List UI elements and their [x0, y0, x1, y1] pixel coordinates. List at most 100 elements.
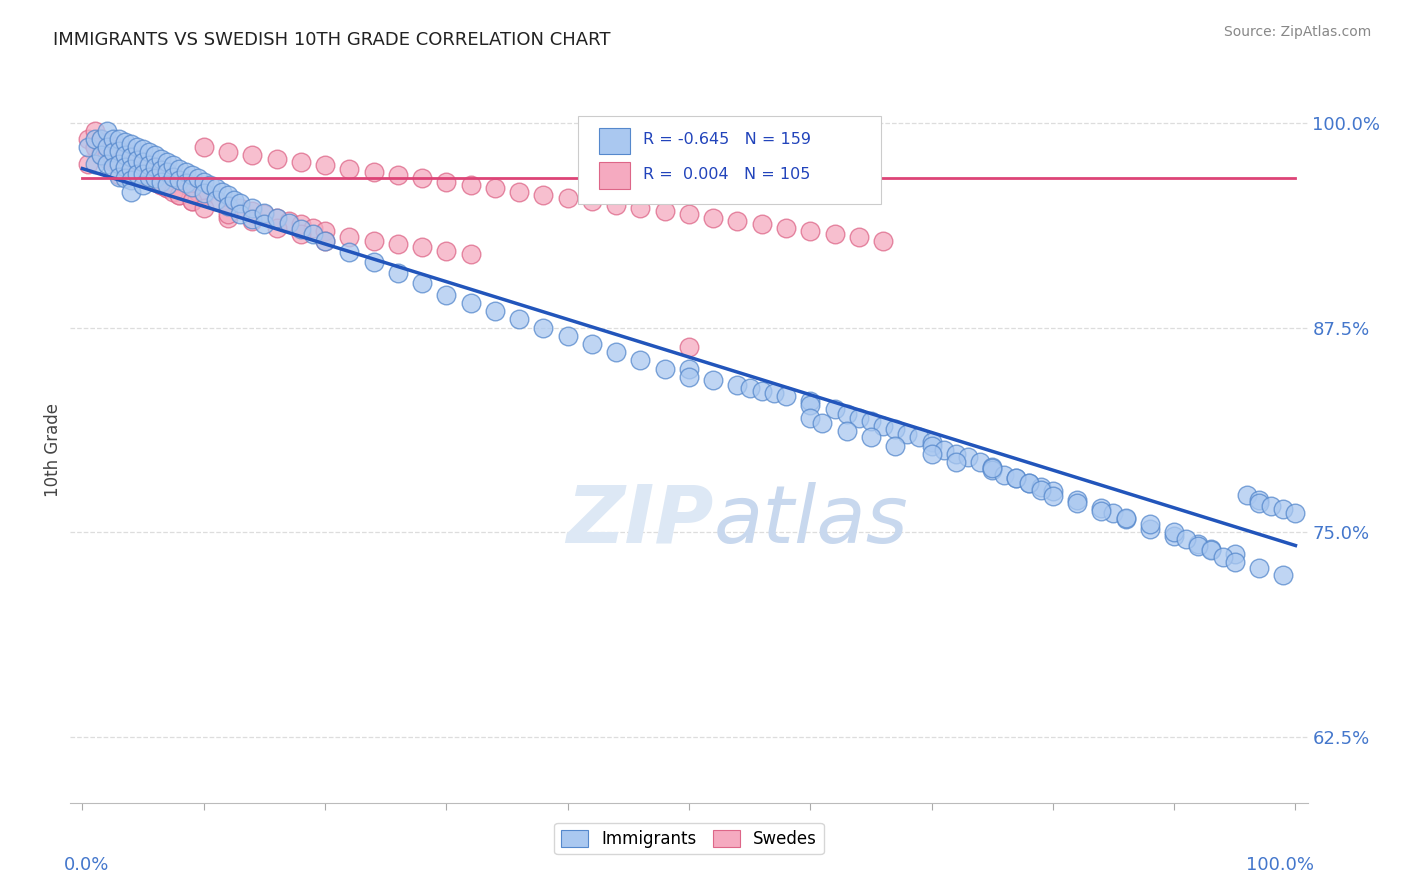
Point	[337, 161, 360, 176]
Point	[101, 138, 124, 153]
Point	[969, 455, 991, 469]
Point	[1163, 525, 1185, 540]
Point	[132, 142, 155, 156]
Point	[138, 169, 160, 184]
Point	[738, 381, 761, 395]
Point	[169, 161, 191, 176]
Text: Source: ZipAtlas.com: Source: ZipAtlas.com	[1223, 25, 1371, 39]
Point	[253, 207, 276, 221]
Point	[217, 199, 239, 213]
Point	[981, 463, 1004, 477]
Point	[101, 145, 124, 160]
Point	[108, 155, 131, 169]
Point	[217, 187, 239, 202]
Point	[1223, 547, 1246, 561]
Point	[138, 145, 160, 160]
Point	[108, 142, 131, 156]
Point	[217, 197, 239, 211]
Point	[125, 153, 148, 168]
Point	[654, 361, 676, 376]
Point	[1272, 568, 1295, 582]
Point	[132, 155, 155, 169]
Point	[217, 211, 239, 225]
Point	[101, 132, 124, 146]
Point	[921, 438, 943, 452]
Point	[302, 227, 325, 241]
Point	[90, 145, 112, 160]
Point	[169, 175, 191, 189]
Point	[628, 353, 651, 368]
Point	[125, 167, 148, 181]
Point	[193, 201, 215, 215]
Point	[932, 443, 955, 458]
Point	[156, 181, 179, 195]
Point	[1199, 543, 1222, 558]
Point	[150, 152, 173, 166]
Point	[96, 136, 118, 150]
Point	[253, 217, 276, 231]
Point	[290, 217, 312, 231]
Point	[314, 234, 336, 248]
Point	[125, 152, 148, 166]
Point	[824, 402, 846, 417]
Point	[484, 304, 506, 318]
Point	[205, 193, 228, 207]
Point	[120, 148, 142, 162]
Text: IMMIGRANTS VS SWEDISH 10TH GRADE CORRELATION CHART: IMMIGRANTS VS SWEDISH 10TH GRADE CORRELA…	[53, 31, 612, 49]
Point	[114, 160, 136, 174]
Point	[775, 220, 797, 235]
Point	[101, 155, 124, 169]
FancyBboxPatch shape	[599, 162, 630, 189]
Point	[775, 389, 797, 403]
Point	[1042, 484, 1064, 499]
Point	[835, 424, 858, 438]
Point	[114, 158, 136, 172]
Point	[1139, 522, 1161, 536]
Point	[143, 161, 166, 176]
Point	[83, 156, 105, 170]
Point	[387, 267, 409, 281]
Point	[240, 148, 263, 162]
Point	[174, 177, 197, 191]
Point	[956, 450, 979, 464]
Point	[605, 197, 627, 211]
Point	[824, 227, 846, 241]
Point	[132, 155, 155, 169]
Point	[143, 175, 166, 189]
Point	[835, 408, 858, 422]
Point	[277, 216, 299, 230]
Point	[162, 158, 184, 172]
Point	[143, 175, 166, 189]
Point	[508, 185, 530, 199]
Point	[193, 186, 215, 201]
Point	[77, 140, 100, 154]
Point	[266, 211, 288, 225]
Point	[981, 459, 1004, 474]
Point	[531, 187, 554, 202]
Point	[96, 152, 118, 166]
Point	[678, 369, 700, 384]
Point	[799, 224, 821, 238]
Point	[138, 158, 160, 172]
Point	[434, 287, 457, 301]
Y-axis label: 10th Grade: 10th Grade	[44, 403, 62, 498]
Point	[1102, 506, 1125, 520]
Point	[678, 361, 700, 376]
Point	[193, 175, 215, 189]
Point	[120, 161, 142, 176]
Point	[180, 194, 202, 209]
Point	[945, 447, 967, 461]
Point	[114, 158, 136, 172]
Point	[848, 410, 870, 425]
Point	[162, 185, 184, 199]
Point	[1066, 492, 1088, 507]
Point	[205, 181, 228, 195]
Point	[156, 155, 179, 169]
Point	[96, 124, 118, 138]
Point	[125, 165, 148, 179]
Point	[150, 178, 173, 192]
Point	[132, 178, 155, 192]
Point	[387, 168, 409, 182]
Point	[337, 245, 360, 260]
Point	[678, 207, 700, 221]
